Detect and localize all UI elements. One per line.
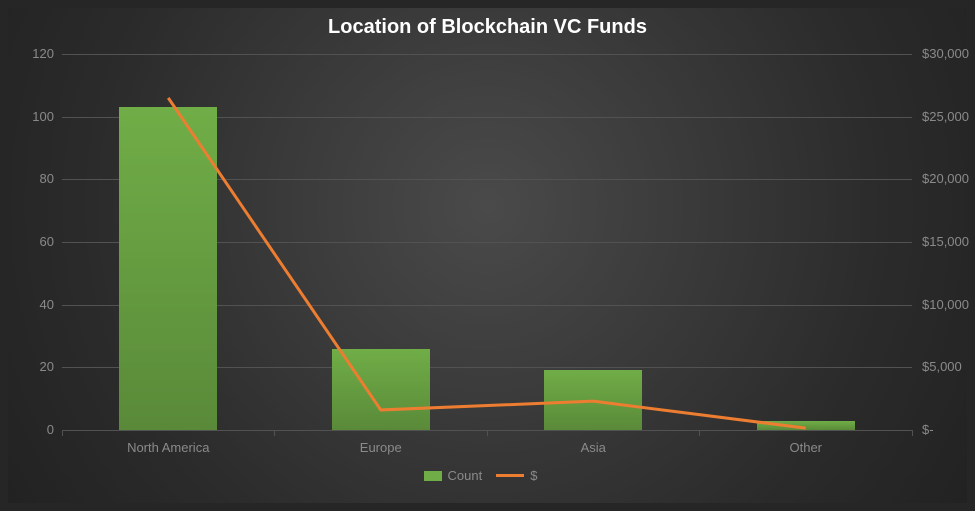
line-series [62, 54, 912, 430]
y-right-label: $- [922, 422, 934, 437]
legend-swatch-dollar [496, 474, 524, 477]
y-right-label: $30,000 [922, 46, 969, 61]
y-left-label: 40 [40, 297, 54, 312]
y-left-label: 0 [47, 422, 54, 437]
y-right-label: $20,000 [922, 171, 969, 186]
x-label: Asia [487, 440, 700, 455]
legend-label-count: Count [448, 468, 483, 483]
x-label: North America [62, 440, 275, 455]
x-label: Other [700, 440, 913, 455]
y-left-label: 80 [40, 171, 54, 186]
legend-swatch-count [424, 471, 442, 481]
y-left-label: 20 [40, 359, 54, 374]
x-tick [912, 430, 913, 436]
x-tick [487, 430, 488, 436]
y-left-label: 120 [32, 46, 54, 61]
y-left-label: 100 [32, 109, 54, 124]
x-label: Europe [275, 440, 488, 455]
y-left-label: 60 [40, 234, 54, 249]
x-tick [274, 430, 275, 436]
legend: Count $ [0, 468, 975, 483]
chart-title: Location of Blockchain VC Funds [0, 16, 975, 39]
y-right-label: $25,000 [922, 109, 969, 124]
chart-container: Location of Blockchain VC Funds Count $ 0… [0, 0, 975, 511]
x-tick [699, 430, 700, 436]
legend-label-dollar: $ [530, 468, 537, 483]
y-right-label: $5,000 [922, 359, 962, 374]
y-right-label: $15,000 [922, 234, 969, 249]
y-right-label: $10,000 [922, 297, 969, 312]
x-tick [62, 430, 63, 436]
